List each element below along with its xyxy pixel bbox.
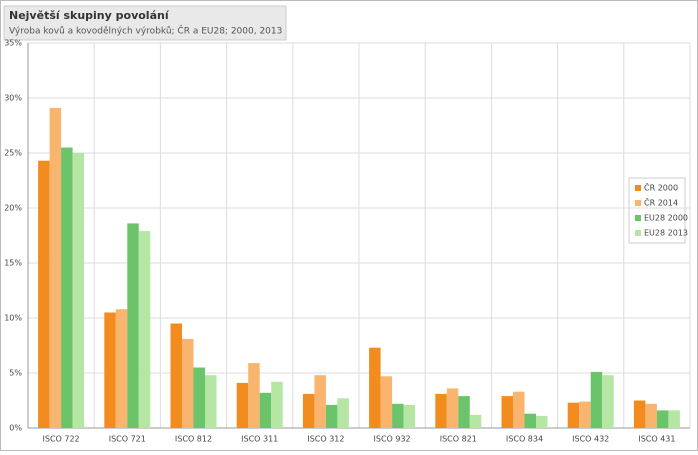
bar	[446, 388, 459, 428]
bar	[590, 371, 603, 428]
legend-label: ČR 2000	[644, 182, 678, 193]
legend-label: EU28 2000	[644, 214, 688, 223]
bar	[138, 231, 151, 428]
bar	[236, 382, 249, 428]
bar	[248, 363, 260, 428]
bar	[458, 396, 470, 428]
x-tick-label: ISCO 721	[109, 435, 146, 444]
y-tick-label: 25%	[4, 149, 22, 158]
bar	[38, 160, 50, 428]
bar	[536, 415, 548, 428]
x-tick-label: ISCO 834	[506, 435, 543, 444]
bar	[668, 410, 680, 428]
x-tick-label: ISCO 432	[572, 435, 609, 444]
bar	[392, 403, 404, 428]
bar	[182, 338, 194, 428]
y-tick-label: 35%	[4, 39, 22, 48]
x-tick-label: ISCO 812	[175, 435, 212, 444]
bar	[61, 147, 73, 428]
bar	[205, 375, 217, 428]
y-tick-label: 5%	[9, 369, 22, 378]
y-tick-label: 30%	[4, 94, 22, 103]
bar	[337, 398, 349, 428]
bar	[302, 393, 315, 428]
bar	[645, 403, 657, 428]
bar	[115, 309, 128, 428]
title-box	[3, 5, 287, 41]
legend-swatch	[635, 200, 641, 206]
y-tick-label: 15%	[4, 259, 22, 268]
chart-subtitle: Výroba kovů a kovodělných výrobků; ČR a …	[9, 25, 282, 37]
x-tick-label: ISCO 932	[374, 435, 411, 444]
bar	[501, 396, 513, 428]
x-tick-label: ISCO 311	[241, 435, 278, 444]
bar	[314, 375, 326, 428]
x-tick-label: ISCO 821	[440, 435, 477, 444]
bar	[656, 410, 669, 428]
bar	[170, 323, 182, 428]
y-tick-label: 10%	[4, 314, 22, 323]
bar	[193, 367, 205, 428]
bar	[633, 400, 646, 428]
legend-label: EU28 2013	[644, 229, 688, 238]
bar	[579, 401, 591, 428]
bar	[104, 312, 116, 428]
bar	[325, 404, 338, 428]
legend-label: ČR 2014	[644, 197, 678, 208]
legend-swatch	[635, 215, 641, 221]
x-tick-label: ISCO 722	[43, 435, 80, 444]
bar	[271, 381, 283, 428]
bar	[127, 223, 139, 428]
bar	[602, 375, 614, 428]
bar	[259, 392, 272, 428]
y-tick-label: 20%	[4, 204, 22, 213]
bar	[380, 376, 393, 428]
x-tick-label: ISCO 312	[307, 435, 344, 444]
legend-swatch	[635, 230, 641, 236]
y-tick-label: 0%	[9, 424, 22, 433]
bar	[72, 153, 85, 428]
bar	[403, 404, 416, 428]
chart-title: Největší skupiny povolání	[9, 9, 170, 22]
legend-swatch	[635, 185, 641, 191]
bar	[369, 347, 381, 428]
bar	[435, 393, 447, 428]
bar	[524, 413, 536, 428]
bar	[469, 414, 482, 428]
bar	[513, 391, 525, 428]
bar	[567, 402, 580, 428]
x-tick-label: ISCO 431	[638, 435, 675, 444]
bar	[49, 107, 62, 429]
